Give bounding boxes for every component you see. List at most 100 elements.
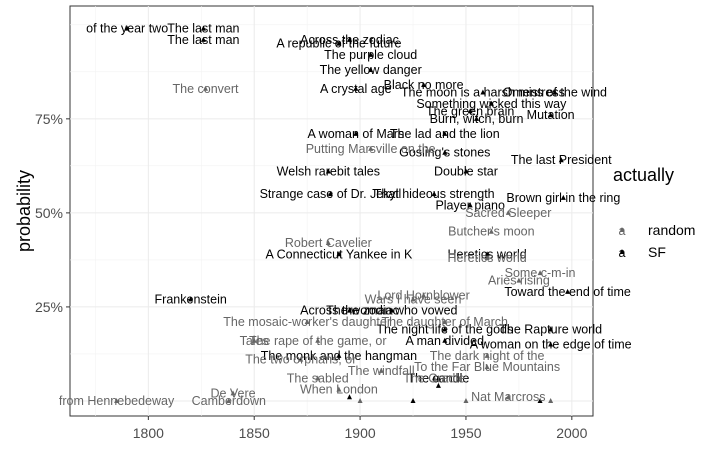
data-point-sf bbox=[200, 36, 206, 42]
data-label-sf: Across the zodiac bbox=[300, 304, 399, 318]
data-label-random: Sacred Sleeper bbox=[465, 206, 551, 220]
data-label-sf: Burn, witch, burn bbox=[430, 112, 524, 126]
legend: actually arandomaSF bbox=[613, 165, 695, 260]
data-point-sf bbox=[558, 157, 564, 163]
data-point-sf bbox=[325, 168, 331, 174]
data-label-sf: A man divided bbox=[406, 334, 485, 348]
data-point-sf bbox=[336, 251, 342, 257]
data-point-sf bbox=[368, 66, 374, 72]
data-label-sf: Strange case of Dr. Jekyll bbox=[260, 187, 402, 201]
data-label-sf: The monk and the hangman bbox=[261, 349, 417, 363]
y-axis: 25% 50% 75% bbox=[35, 111, 70, 315]
data-point-sf bbox=[124, 25, 130, 31]
data-point-sf bbox=[442, 337, 448, 343]
data-point-random bbox=[537, 270, 543, 276]
data-label-sf: Mutation bbox=[527, 108, 575, 122]
data-label-random: The rape of the game, or bbox=[249, 334, 387, 348]
data-point-sf bbox=[442, 149, 448, 155]
data-label-random: Tales bbox=[240, 334, 269, 348]
data-point-sf bbox=[552, 89, 558, 95]
data-label-sf: Brown girl in the ring bbox=[506, 191, 620, 205]
data-point-sf bbox=[474, 115, 480, 121]
data-point-random bbox=[230, 390, 236, 396]
data-point-random bbox=[315, 375, 321, 381]
data-label-random: The daughter of March bbox=[382, 315, 509, 329]
data-point-sf bbox=[336, 40, 342, 46]
data-label-sf: of the year two bbox=[86, 22, 168, 36]
data-label-random: The mosaic-worker's daughter bbox=[223, 315, 391, 329]
data-labels: of the year two Frankenstein The last man T… bbox=[59, 22, 632, 408]
data-point-sf bbox=[435, 375, 441, 381]
data-point-sf bbox=[346, 394, 352, 400]
data-label-sf: The woman who vowed bbox=[326, 304, 457, 318]
data-label-random: Lord Hornblower bbox=[377, 289, 469, 303]
data-point-sf bbox=[548, 326, 554, 332]
x-tick-label: 2000 bbox=[556, 425, 587, 441]
data-point-random bbox=[378, 367, 384, 373]
legend-key-point bbox=[619, 227, 625, 232]
data-label-sf: Something wicked this way bbox=[416, 97, 567, 111]
data-label-sf: Frankenstein bbox=[155, 292, 227, 306]
data-point-sf bbox=[560, 194, 566, 200]
x-tick-label: 1900 bbox=[345, 425, 376, 441]
panel-background bbox=[69, 5, 594, 417]
data-point-sf bbox=[336, 352, 342, 358]
data-point-sf bbox=[353, 85, 359, 91]
data-point-sf bbox=[368, 51, 374, 57]
data-label-random: Aries rising bbox=[488, 274, 550, 288]
data-point-random bbox=[298, 356, 304, 362]
data-point-random bbox=[421, 292, 427, 298]
data-point-sf bbox=[537, 397, 543, 403]
data-point-sf bbox=[431, 191, 437, 197]
data-label-sf: The green brain bbox=[426, 104, 514, 118]
x-tick-label: 1950 bbox=[450, 425, 481, 441]
data-point-sf bbox=[353, 130, 359, 136]
data-point-random bbox=[304, 318, 310, 324]
data-label-random: Wars I have seen bbox=[365, 292, 462, 306]
x-tick-label: 1850 bbox=[239, 425, 270, 441]
grid-minor bbox=[70, 6, 593, 416]
data-point-random bbox=[505, 209, 511, 215]
data-point-random bbox=[484, 255, 490, 261]
data-label-random: Heretics world bbox=[448, 251, 527, 265]
data-point-random bbox=[548, 397, 554, 403]
data-point-random bbox=[315, 337, 321, 343]
data-label-sf: Omens of the wind bbox=[503, 86, 607, 100]
data-label-sf: The last man bbox=[167, 33, 239, 47]
data-label-sf: Gosling's stones bbox=[399, 146, 490, 160]
data-point-sf bbox=[389, 307, 395, 313]
data-label-sf: The moon is a harsh mistress bbox=[401, 86, 565, 100]
data-label-random: Robert Cavelier bbox=[285, 236, 372, 250]
data-point-random bbox=[251, 337, 257, 343]
data-point-random bbox=[410, 296, 416, 302]
data-point-sf bbox=[346, 307, 352, 313]
data-label-sf: A woman on the edge of time bbox=[470, 338, 632, 352]
data-label-random: from Hennebedeway bbox=[59, 394, 175, 408]
data-label-random: Camberdown bbox=[192, 394, 266, 408]
data-point-random bbox=[431, 375, 437, 381]
data-label-sf: A crystal age bbox=[320, 82, 392, 96]
data-label-random: Butcher's moon bbox=[448, 225, 535, 239]
data-label-sf: Toward the end of time bbox=[504, 285, 631, 299]
data-label-random: Putting Marsville on the bbox=[306, 142, 436, 156]
data-point-random bbox=[463, 397, 469, 403]
data-label-sf: Across the zodiac bbox=[300, 33, 399, 47]
x-tick-label: 1800 bbox=[133, 425, 164, 441]
data-label-random: Nat Marcross bbox=[471, 390, 545, 404]
data-point-random bbox=[442, 318, 448, 324]
data-label-random: The sabled bbox=[287, 371, 349, 385]
data-label-sf: A Connecticut Yankee in K bbox=[265, 247, 413, 261]
data-point-random bbox=[114, 397, 120, 403]
data-label-random: When London bbox=[300, 383, 378, 397]
legend-title: actually bbox=[613, 165, 674, 185]
data-label-sf: A woman of Mars bbox=[308, 127, 405, 141]
data-point-sf bbox=[410, 397, 416, 403]
data-label-sf: A republic of the future bbox=[276, 37, 401, 51]
data-point-random bbox=[484, 352, 490, 358]
data-point-random bbox=[488, 228, 494, 234]
data-point-sf bbox=[200, 25, 206, 31]
data-point-sf bbox=[188, 296, 194, 302]
data-label-random: The dark night of the bbox=[430, 349, 545, 363]
data-point-sf bbox=[442, 130, 448, 136]
y-tick-label: 25% bbox=[35, 299, 63, 315]
